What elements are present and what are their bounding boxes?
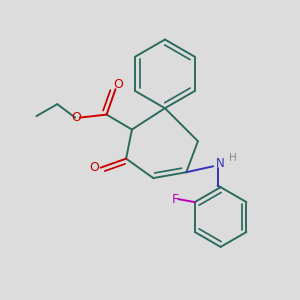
Text: H: H: [229, 153, 236, 163]
Text: F: F: [172, 193, 179, 206]
Text: N: N: [215, 158, 224, 170]
Text: O: O: [113, 78, 123, 91]
Text: O: O: [89, 161, 99, 174]
Text: O: O: [71, 111, 81, 124]
